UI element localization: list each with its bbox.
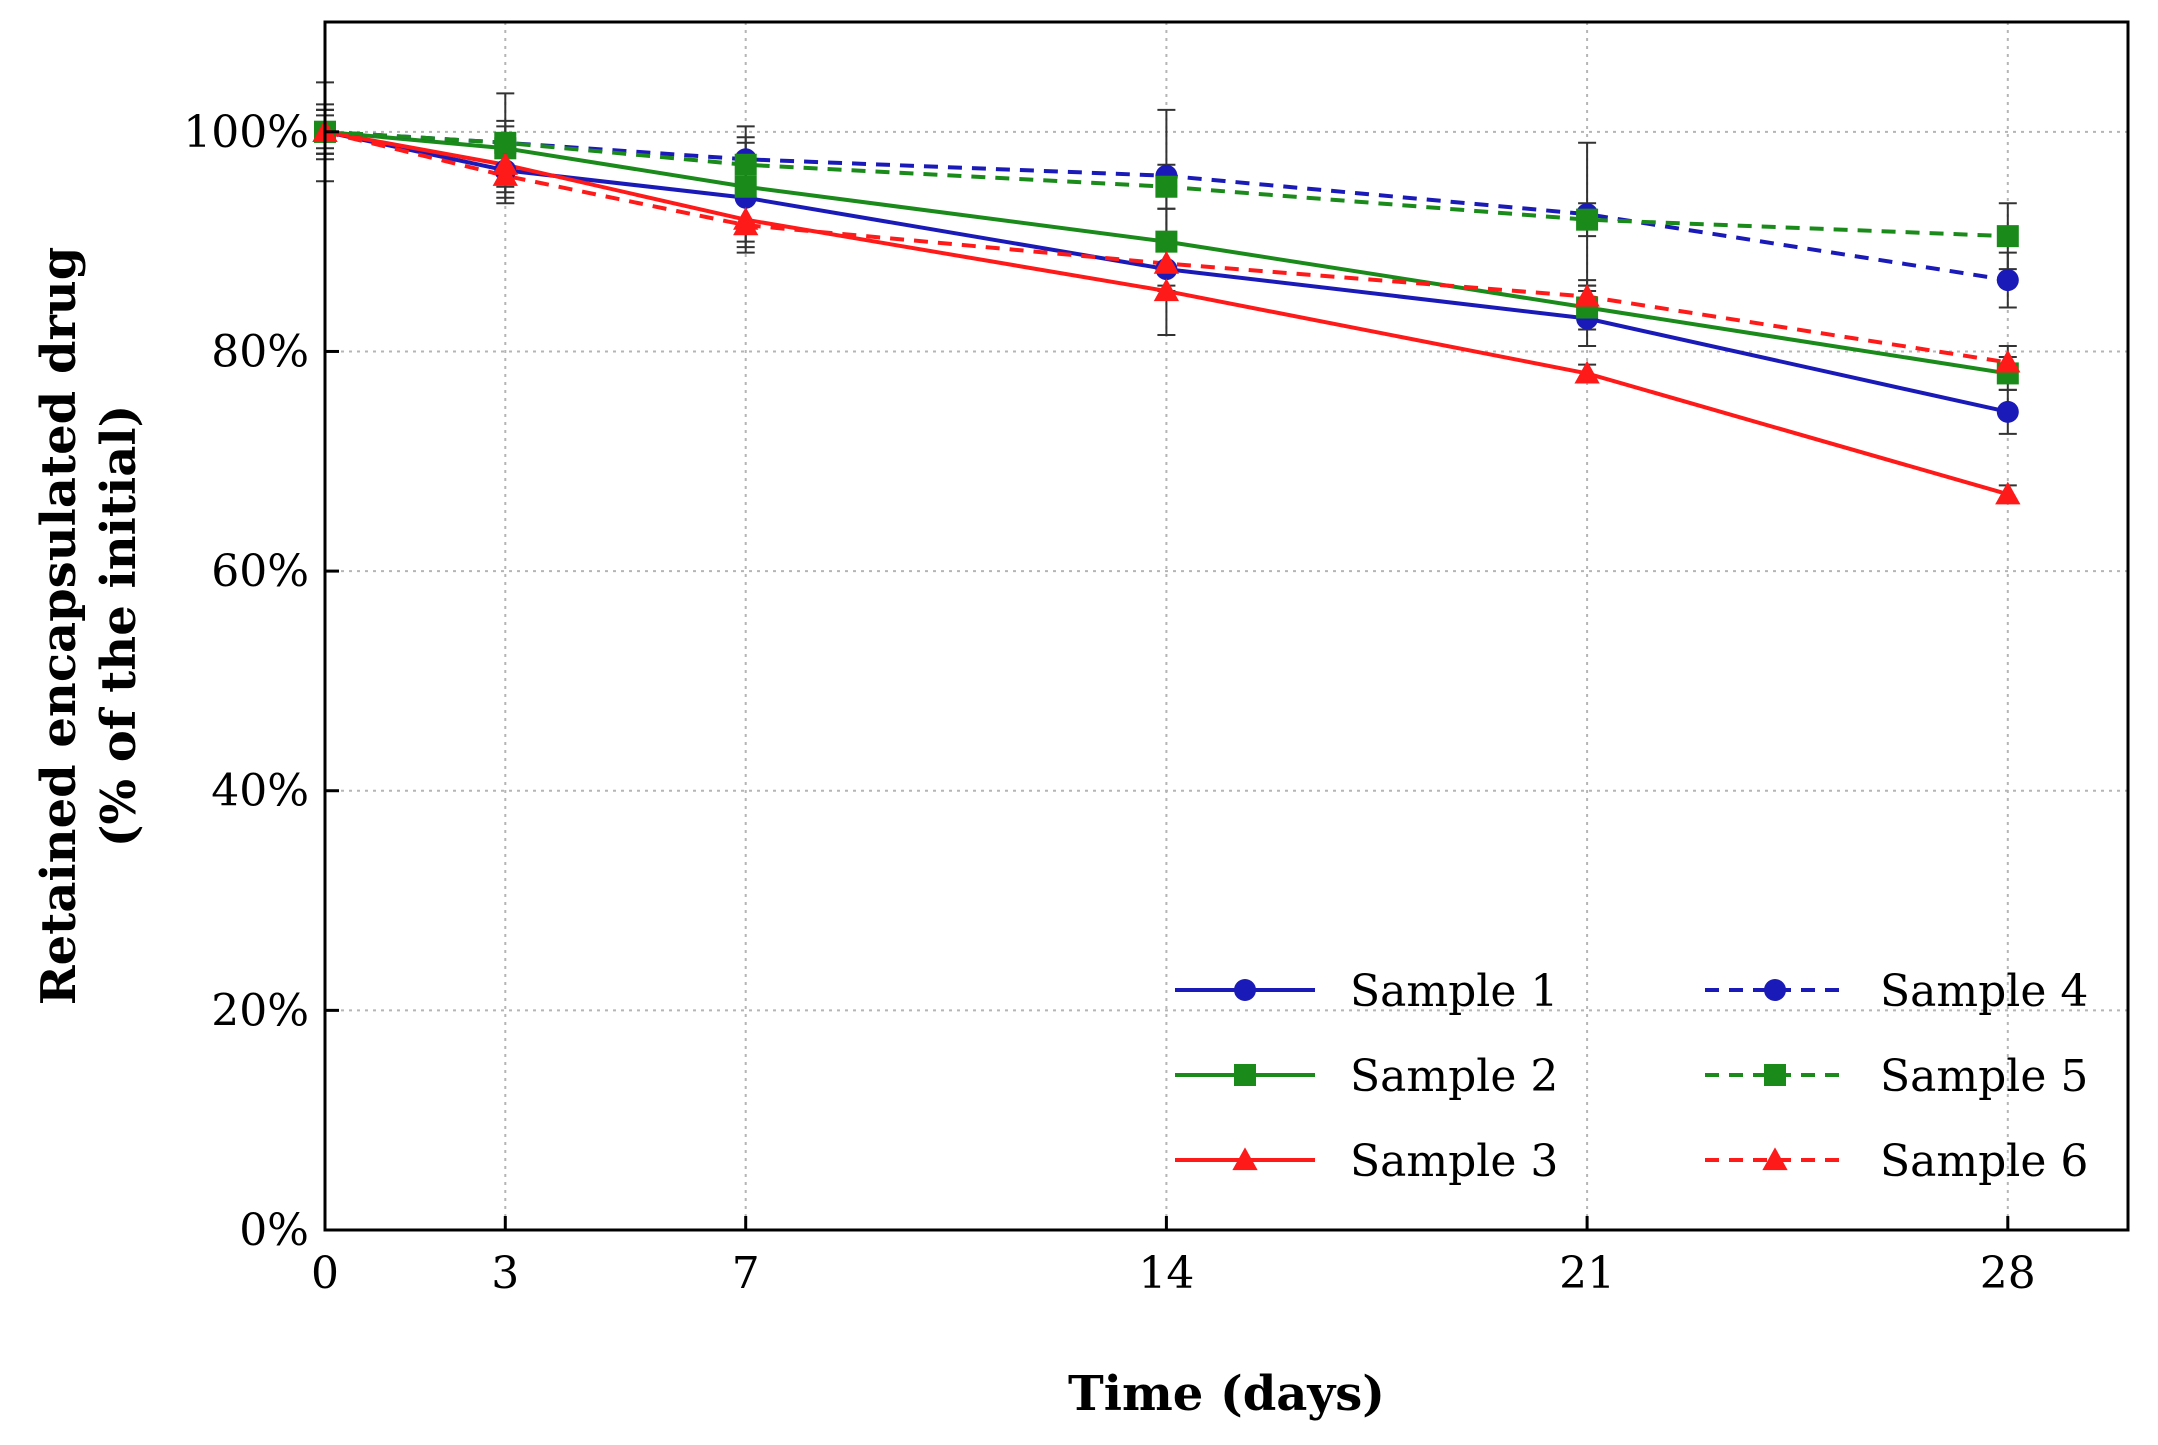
sample-1-point	[1996, 400, 2019, 423]
legend-sample-6-label: Sample 6	[1880, 1136, 2088, 1187]
sample-6-line	[324, 129, 2009, 365]
legend-sample-3-label: Sample 3	[1350, 1136, 1558, 1187]
legend-sample-2-label: Sample 2	[1350, 1051, 1558, 1102]
grid	[325, 22, 2128, 1230]
sample-5-point	[734, 153, 757, 176]
x-tick-label: 3	[491, 1248, 519, 1299]
x-tick-label: 28	[1980, 1248, 2036, 1299]
legend-sample-1-marker	[1234, 979, 1256, 1001]
legend-sample-5-marker	[1764, 1064, 1786, 1086]
x-axis-title: Time (days)	[1068, 1366, 1385, 1422]
sample-2-line	[324, 129, 2009, 376]
x-tick-label: 14	[1138, 1248, 1194, 1299]
legend-sample-4-label: Sample 4	[1880, 966, 2088, 1017]
x-tick-label: 7	[732, 1248, 760, 1299]
sample-5-point	[494, 131, 517, 154]
y-tick-label: 0%	[239, 1205, 309, 1256]
y-axis-title-line-2: (% of the initial)	[91, 405, 147, 848]
x-tick-label: 0	[311, 1248, 339, 1299]
sample-6-point	[1153, 250, 1180, 274]
y-tick-label: 60%	[211, 546, 309, 597]
sample-2-point	[1155, 230, 1178, 253]
sample-6-point	[492, 163, 518, 186]
sample-1-line	[324, 129, 2009, 414]
legend-sample-2-marker	[1234, 1064, 1256, 1086]
x-tick-label: 21	[1559, 1248, 1615, 1299]
legend: Sample 1 Sample 2 Sample 3 Sample 4 Sample 5…	[1175, 966, 2088, 1187]
y-axis-title: Retained encapsulated drug (% of the ini…	[31, 247, 147, 1006]
sample-5-point	[1576, 208, 1599, 231]
legend-sample-3-marker	[1232, 1147, 1258, 1171]
sample-2-point	[734, 175, 757, 198]
series-lines	[324, 129, 2009, 497]
y-tick-labels: 0% 20% 40% 60% 80% 100%	[183, 107, 309, 1256]
sample-6-point	[1574, 283, 1600, 307]
legend-sample-6-marker	[1762, 1147, 1788, 1171]
sample-6-point	[1995, 349, 2021, 373]
y-tick-label: 40%	[211, 766, 309, 817]
sample-5-point	[1996, 225, 2019, 248]
axis-ticks	[323, 130, 2010, 1232]
sample-3-line	[324, 129, 2009, 497]
sample-3-point	[1153, 278, 1180, 302]
plot-frame	[323, 20, 2130, 1232]
y-tick-label: 100%	[183, 107, 309, 158]
sample-6-point	[733, 212, 759, 236]
sample-4-point	[1996, 269, 2019, 292]
legend-sample-1-label: Sample 1	[1350, 966, 1558, 1017]
y-axis-title-line-1: Retained encapsulated drug	[31, 247, 87, 1006]
legend-sample-5-label: Sample 5	[1880, 1051, 2088, 1102]
x-tick-labels: 0 3 7 14 21 28	[311, 1248, 2036, 1299]
y-tick-label: 80%	[211, 326, 309, 377]
sample-5-point	[1155, 175, 1178, 198]
sample-3-point	[1995, 481, 2021, 505]
sample-5-line	[324, 129, 2008, 239]
legend-sample-4-marker	[1764, 979, 1786, 1001]
sample-3-point	[1574, 360, 1600, 384]
y-tick-label: 20%	[211, 985, 309, 1036]
